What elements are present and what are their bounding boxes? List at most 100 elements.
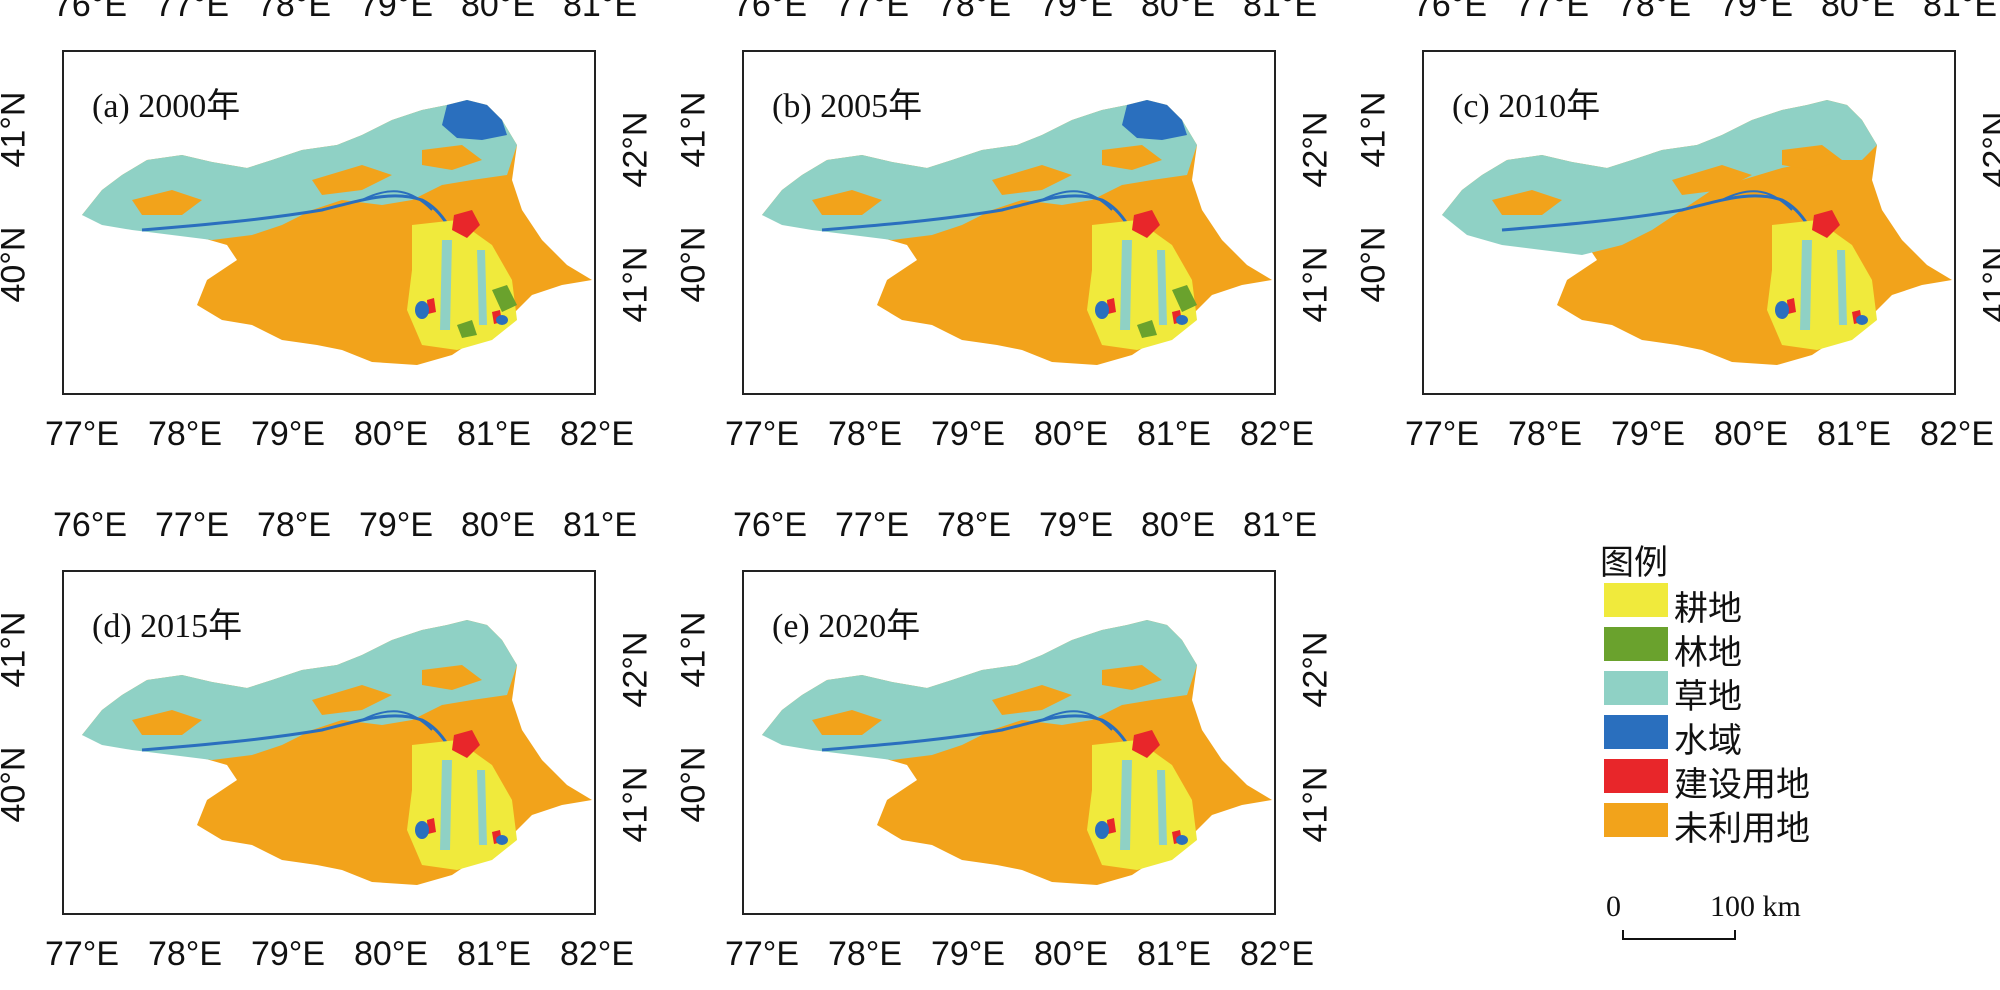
built-up-area bbox=[1132, 730, 1160, 758]
scale-bar-zero: 0 bbox=[1606, 890, 1621, 923]
top-longitude-tick: 78°E bbox=[1616, 0, 1692, 24]
top-longitude-tick: 76°E bbox=[52, 506, 128, 544]
legend-swatch bbox=[1604, 583, 1668, 617]
left-latitude-tick: 41°N bbox=[674, 611, 713, 688]
unused-land-patch bbox=[1102, 145, 1162, 170]
water-body-northeast bbox=[442, 100, 507, 140]
bottom-longitude-tick: 79°E bbox=[250, 935, 326, 973]
legend-label: 建设用地 bbox=[1674, 767, 1810, 804]
map-canvas bbox=[762, 620, 1272, 885]
forest-patch bbox=[1137, 320, 1157, 338]
left-latitude-tick: 41°N bbox=[0, 611, 33, 688]
top-longitude-tick: 80°E bbox=[1140, 0, 1216, 24]
bottom-longitude-tick: 80°E bbox=[353, 935, 429, 973]
lake bbox=[1176, 315, 1188, 325]
top-longitude-tick: 79°E bbox=[1718, 0, 1794, 24]
top-longitude-tick: 81°E bbox=[1242, 0, 1318, 24]
lake bbox=[1176, 835, 1188, 845]
bottom-longitude-tick: 78°E bbox=[827, 935, 903, 973]
map-panel: (b) 2005年 76°E 77°E 78°E 79°E 80°E 81°E 77°E 78°… bbox=[674, 0, 1380, 470]
built-up-area bbox=[1132, 210, 1160, 238]
grassland-strip bbox=[440, 240, 452, 330]
bottom-longitude-tick: 79°E bbox=[1610, 415, 1686, 453]
legend-swatch bbox=[1604, 715, 1668, 749]
top-longitude-tick: 78°E bbox=[256, 0, 332, 24]
bottom-longitude-tick: 79°E bbox=[930, 415, 1006, 453]
bottom-longitude-tick: 82°E bbox=[559, 935, 635, 973]
grassland-strip bbox=[1800, 240, 1812, 330]
legend-label: 草地 bbox=[1674, 679, 1742, 716]
scale-bar-end: 100 km bbox=[1710, 890, 1801, 923]
built-up-area bbox=[1812, 210, 1840, 238]
top-longitude-tick: 77°E bbox=[154, 0, 230, 24]
right-latitude-tick: 42°N bbox=[1296, 631, 1335, 708]
top-longitude-tick: 77°E bbox=[1514, 0, 1590, 24]
right-latitude-tick: 42°N bbox=[1976, 111, 2000, 188]
river bbox=[1041, 190, 1113, 211]
bottom-longitude-tick: 78°E bbox=[147, 935, 223, 973]
bottom-longitude-tick: 79°E bbox=[930, 935, 1006, 973]
unused-land-patch bbox=[312, 165, 392, 195]
built-up-area bbox=[1107, 818, 1116, 834]
right-latitude-tick: 41°N bbox=[1296, 246, 1335, 323]
panel-label: (c) 2010年 bbox=[1452, 88, 1601, 125]
legend: 图例 耕地 林地 草地 水域 建设用地 未利用地 bbox=[1600, 535, 1930, 955]
lake bbox=[496, 835, 508, 845]
map-canvas bbox=[1442, 100, 1952, 365]
scale-bar: 0 100 km bbox=[1600, 890, 1801, 950]
legend-title: 图例 bbox=[1600, 545, 1668, 582]
bottom-longitude-tick: 77°E bbox=[44, 935, 120, 973]
left-latitude-tick: 40°N bbox=[674, 226, 713, 303]
bottom-longitude-tick: 77°E bbox=[724, 415, 800, 453]
cropland-oasis bbox=[1087, 740, 1197, 870]
forest-patch bbox=[1172, 285, 1197, 312]
cropland-oasis bbox=[1767, 220, 1877, 350]
basin-map bbox=[1442, 100, 1952, 365]
basin-map bbox=[82, 620, 592, 885]
unused-land-patch bbox=[312, 685, 392, 715]
unused-land-patch bbox=[132, 710, 202, 735]
top-longitude-tick: 79°E bbox=[358, 0, 434, 24]
map-panel: (e) 2020年 76°E 77°E 78°E 79°E 80°E 81°E 77°E 78°… bbox=[674, 506, 1380, 990]
cropland-oasis bbox=[1087, 220, 1197, 350]
bottom-longitude-tick: 80°E bbox=[353, 415, 429, 453]
panel-label: (a) 2000年 bbox=[92, 88, 241, 125]
bottom-longitude-tick: 80°E bbox=[1033, 415, 1109, 453]
left-latitude-tick: 40°N bbox=[674, 746, 713, 823]
river bbox=[361, 190, 433, 211]
grassland-strip bbox=[477, 770, 487, 845]
bottom-longitude-tick: 81°E bbox=[1136, 415, 1212, 453]
lake bbox=[1095, 821, 1109, 839]
unused-land-patch bbox=[132, 190, 202, 215]
basin-map bbox=[762, 100, 1272, 365]
panel-label: (d) 2015年 bbox=[92, 608, 243, 645]
right-latitude-tick: 41°N bbox=[616, 766, 655, 843]
bottom-longitude-tick: 82°E bbox=[1919, 415, 1995, 453]
top-longitude-tick: 77°E bbox=[834, 506, 910, 544]
cropland-oasis bbox=[407, 220, 517, 350]
bottom-longitude-tick: 77°E bbox=[1404, 415, 1480, 453]
unused-land-patch bbox=[1102, 665, 1162, 690]
top-longitude-tick: 76°E bbox=[732, 506, 808, 544]
unused-land-patch bbox=[1672, 165, 1752, 195]
legend-swatch bbox=[1604, 759, 1668, 793]
top-longitude-tick: 76°E bbox=[1412, 0, 1488, 24]
top-longitude-tick: 78°E bbox=[936, 0, 1012, 24]
top-longitude-tick: 78°E bbox=[256, 506, 332, 544]
right-latitude-tick: 41°N bbox=[1296, 766, 1335, 843]
forest-patch bbox=[492, 285, 517, 312]
lake bbox=[1775, 301, 1789, 319]
top-longitude-tick: 79°E bbox=[1038, 506, 1114, 544]
legend-swatch bbox=[1604, 671, 1668, 705]
forest-patch bbox=[457, 320, 477, 338]
built-up-area bbox=[1787, 298, 1796, 314]
unused-land-patch bbox=[422, 665, 482, 690]
bottom-longitude-tick: 77°E bbox=[44, 415, 120, 453]
top-longitude-tick: 76°E bbox=[52, 0, 128, 24]
water-body-northeast bbox=[1122, 100, 1187, 140]
legend-label: 水域 bbox=[1674, 723, 1742, 760]
panel-label: (e) 2020年 bbox=[772, 608, 921, 645]
left-latitude-tick: 41°N bbox=[674, 91, 713, 168]
top-longitude-tick: 81°E bbox=[562, 506, 638, 544]
lake bbox=[1095, 301, 1109, 319]
